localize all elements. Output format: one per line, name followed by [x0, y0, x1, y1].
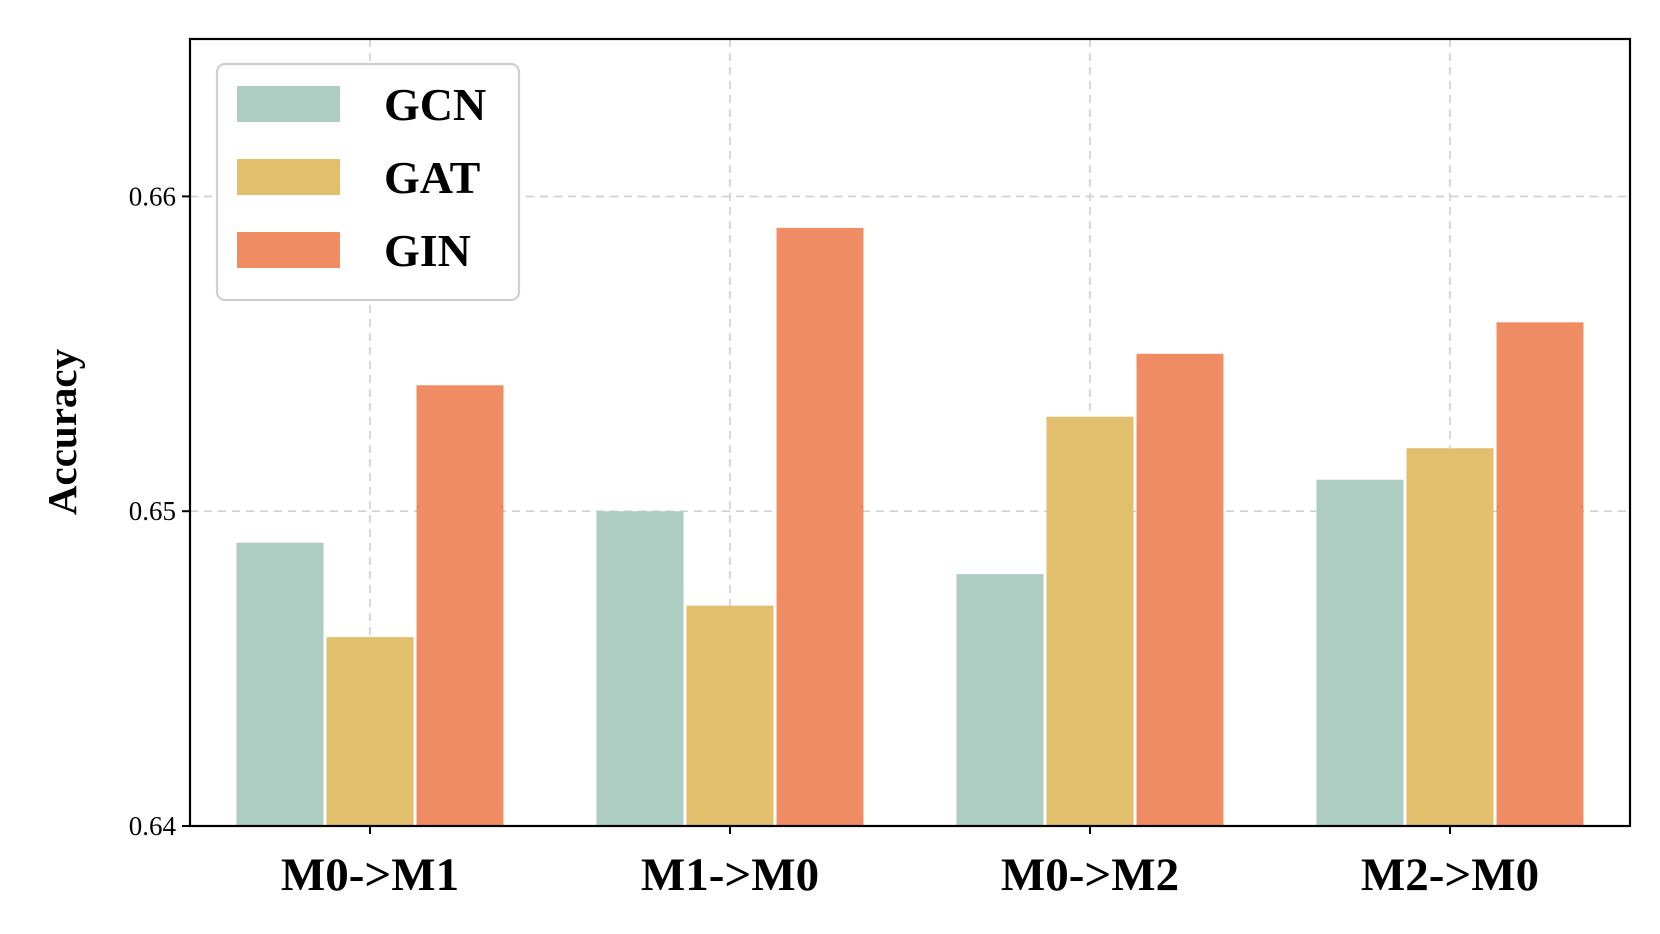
x-tick-label: M1->M0 — [641, 849, 819, 901]
legend-swatch-gat — [237, 159, 340, 195]
bar-gcn — [236, 542, 324, 826]
x-tick-label: M2->M0 — [1361, 849, 1539, 901]
legend-label-gin: GIN — [384, 225, 471, 276]
x-tick-label: M0->M1 — [281, 849, 459, 901]
bar-gin — [416, 385, 504, 826]
bar-gcn — [596, 511, 684, 826]
bar-gin — [1136, 353, 1224, 826]
bar-gcn — [956, 574, 1044, 826]
y-axis-title: Accuracy — [39, 348, 85, 515]
y-axis: 0.64 0.65 0.66 — [129, 181, 190, 841]
bar-gat — [686, 605, 774, 826]
x-axis: M0->M1 M1->M0 M0->M2 M2->M0 — [281, 826, 1539, 901]
x-tick-label: M0->M2 — [1001, 849, 1179, 901]
bars — [236, 227, 1584, 826]
y-tick-label: 0.65 — [129, 496, 176, 526]
bar-gat — [1406, 448, 1494, 826]
bar-gin — [1496, 322, 1584, 826]
y-tick-label: 0.66 — [129, 181, 176, 211]
y-tick-label: 0.64 — [129, 811, 177, 841]
bar-gin — [776, 227, 864, 826]
plot-frame — [188, 37, 1632, 828]
legend-label-gcn: GCN — [384, 79, 486, 130]
legend: GCN GAT GIN — [215, 62, 521, 302]
legend-label-gat: GAT — [384, 152, 480, 203]
legend-swatch-gcn — [237, 86, 340, 122]
legend-swatch-gin — [237, 232, 340, 268]
bar-gat — [1046, 416, 1134, 826]
bar-gat — [326, 637, 414, 826]
bar-gcn — [1316, 479, 1404, 826]
